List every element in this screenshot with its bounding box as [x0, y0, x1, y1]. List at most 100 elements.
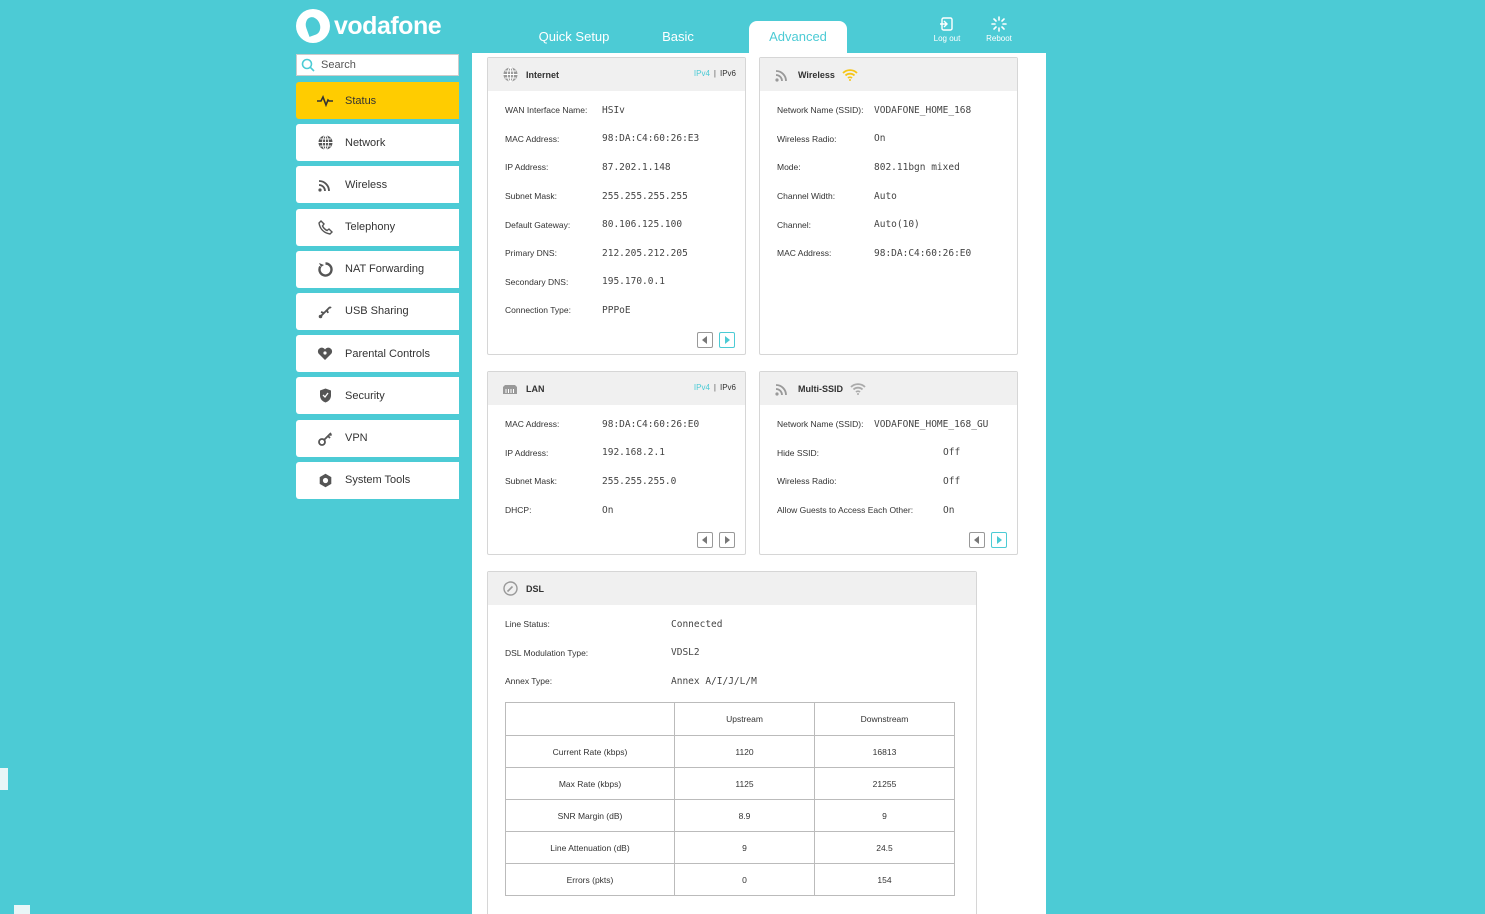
row-label: Connection Type: — [505, 305, 571, 316]
logout-button[interactable]: Log out — [930, 16, 964, 43]
row-value: VODAFONE_HOME_168_GU — [874, 418, 989, 430]
row-value: PPPoE — [602, 304, 631, 316]
next-page-button[interactable] — [719, 332, 735, 348]
chevron-right-icon — [997, 536, 1002, 544]
info-row: Line Status: Connected — [488, 610, 976, 639]
globe-icon — [502, 67, 518, 83]
top-tabs: Quick Setup Basic Advanced — [520, 21, 847, 53]
row-value: Off — [943, 475, 961, 487]
info-row: Channel: Auto(10) — [760, 210, 1017, 239]
sidebar-item-label: USB Sharing — [345, 305, 409, 318]
search-box[interactable] — [296, 54, 459, 76]
row-value: On — [874, 133, 886, 145]
sidebar-item-telephony[interactable]: Telephony — [296, 208, 459, 246]
dsl-card: DSL Line Status: Connected DSL Modulation… — [487, 571, 977, 914]
info-row: Network Name (SSID): VODAFONE_HOME_168_GU — [760, 410, 1017, 439]
tab-advanced[interactable]: Advanced — [749, 21, 847, 53]
sidebar-item-nat-forwarding[interactable]: NAT Forwarding — [296, 250, 459, 288]
table-header: Upstream — [674, 702, 815, 736]
row-value: 802.11bgn mixed — [874, 161, 960, 173]
row-value: HSIv — [602, 104, 625, 116]
chevron-left-icon — [702, 336, 707, 344]
info-row: Connection Type: PPPoE — [488, 296, 745, 325]
sidebar-item-wireless[interactable]: Wireless — [296, 166, 459, 204]
multi-ssid-pager — [969, 532, 1007, 548]
dsl-stats-table: Upstream Downstream Current Rate (kbps) … — [505, 702, 955, 896]
tab-basic[interactable]: Basic — [662, 29, 694, 44]
info-row: WAN Interface Name: HSIv — [488, 96, 745, 125]
sidebar-item-label: Parental Controls — [345, 347, 430, 360]
sidebar-item-vpn[interactable]: VPN — [296, 419, 459, 457]
internet-pager — [697, 332, 735, 348]
sidebar-item-system-tools[interactable]: System Tools — [296, 461, 459, 499]
table-cell: 24.5 — [814, 831, 955, 864]
multi-ssid-card-header: Multi-SSID — [760, 372, 1017, 405]
table-cell: 9 — [674, 831, 815, 864]
table-row: SNR Margin (dB) 8.9 9 — [505, 799, 955, 832]
ipv6-link[interactable]: IPv6 — [719, 383, 736, 392]
pulse-icon — [317, 93, 333, 109]
next-page-button[interactable] — [719, 532, 735, 548]
chevron-right-icon — [725, 536, 730, 544]
row-value: Auto(10) — [874, 219, 920, 231]
info-row: Primary DNS: 212.205.212.205 — [488, 239, 745, 268]
ip-version-toggle: IPv4 | IPv6 — [694, 383, 736, 392]
sidebar-item-label: NAT Forwarding — [345, 263, 425, 276]
vodafone-logo[interactable]: vodafone — [296, 7, 442, 45]
ipv4-link[interactable]: IPv4 — [693, 69, 710, 78]
next-page-button[interactable] — [991, 532, 1007, 548]
sidebar-item-status[interactable]: Status — [296, 82, 459, 119]
table-cell: 1120 — [674, 735, 815, 768]
logout-icon — [940, 17, 953, 31]
table-row: Max Rate (kbps) 1125 21255 — [505, 767, 955, 800]
chevron-left-icon — [702, 536, 707, 544]
info-row: MAC Address: 98:DA:C4:60:26:E0 — [760, 239, 1017, 268]
tab-quick-setup[interactable]: Quick Setup — [538, 29, 610, 44]
table-cell: 0 — [674, 863, 815, 896]
row-value: On — [602, 504, 614, 516]
reboot-button[interactable]: Reboot — [982, 16, 1016, 43]
row-value: 98:DA:C4:60:26:E3 — [602, 133, 700, 145]
globe-icon — [317, 135, 333, 151]
ipv6-link[interactable]: IPv6 — [719, 69, 736, 78]
lan-card: LAN IPv4 | IPv6 MAC Address: 98:DA:C4:60:26… — [487, 371, 746, 555]
gauge-icon — [502, 581, 518, 597]
info-row: DSL Modulation Type: VDSL2 — [488, 639, 976, 668]
row-label: Primary DNS: — [505, 248, 557, 259]
row-value: 255.255.255.0 — [602, 475, 677, 487]
row-label: Wireless Radio: — [777, 133, 837, 144]
sidebar-item-network[interactable]: Network — [296, 124, 459, 162]
sidebar-item-security[interactable]: Security — [296, 377, 459, 415]
wireless-details: Network Name (SSID): VODAFONE_HOME_168 Wi… — [760, 91, 1017, 268]
lan-port-icon — [502, 381, 518, 397]
table-cell: SNR Margin (dB) — [505, 799, 675, 832]
row-label: DSL Modulation Type: — [505, 647, 589, 658]
ip-version-toggle: IPv4 | IPv6 — [694, 69, 736, 78]
wifi-icon — [774, 67, 790, 83]
table-row: Errors (pkts) 0 154 — [505, 863, 955, 896]
table-cell: 154 — [814, 863, 955, 896]
row-label: Hide SSID: — [777, 447, 820, 458]
sidebar-item-parental-controls[interactable]: Parental Controls — [296, 335, 459, 373]
info-row: IP Address: 87.202.1.148 — [488, 153, 745, 182]
edge-artifact — [14, 905, 30, 914]
row-label: Channel: — [777, 219, 812, 230]
heart-icon — [317, 346, 333, 362]
sidebar-item-usb-sharing[interactable]: USB Sharing — [296, 292, 459, 330]
row-label: MAC Address: — [777, 248, 832, 259]
row-label: Default Gateway: — [505, 219, 571, 230]
info-row: Hide SSID: Off — [760, 439, 1017, 468]
info-row: Subnet Mask: 255.255.255.255 — [488, 182, 745, 211]
chevron-right-icon — [725, 336, 730, 344]
info-row: Wireless Radio: On — [760, 125, 1017, 154]
search-input[interactable] — [321, 59, 451, 71]
prev-page-button[interactable] — [697, 332, 713, 348]
sidebar-item-label: Telephony — [345, 221, 396, 234]
ipv4-link[interactable]: IPv4 — [693, 383, 710, 392]
info-row: Mode: 802.11bgn mixed — [760, 153, 1017, 182]
sidebar-item-label: Network — [345, 136, 386, 149]
prev-page-button[interactable] — [969, 532, 985, 548]
row-value: Connected — [671, 618, 723, 630]
prev-page-button[interactable] — [697, 532, 713, 548]
info-row: Default Gateway: 80.106.125.100 — [488, 210, 745, 239]
